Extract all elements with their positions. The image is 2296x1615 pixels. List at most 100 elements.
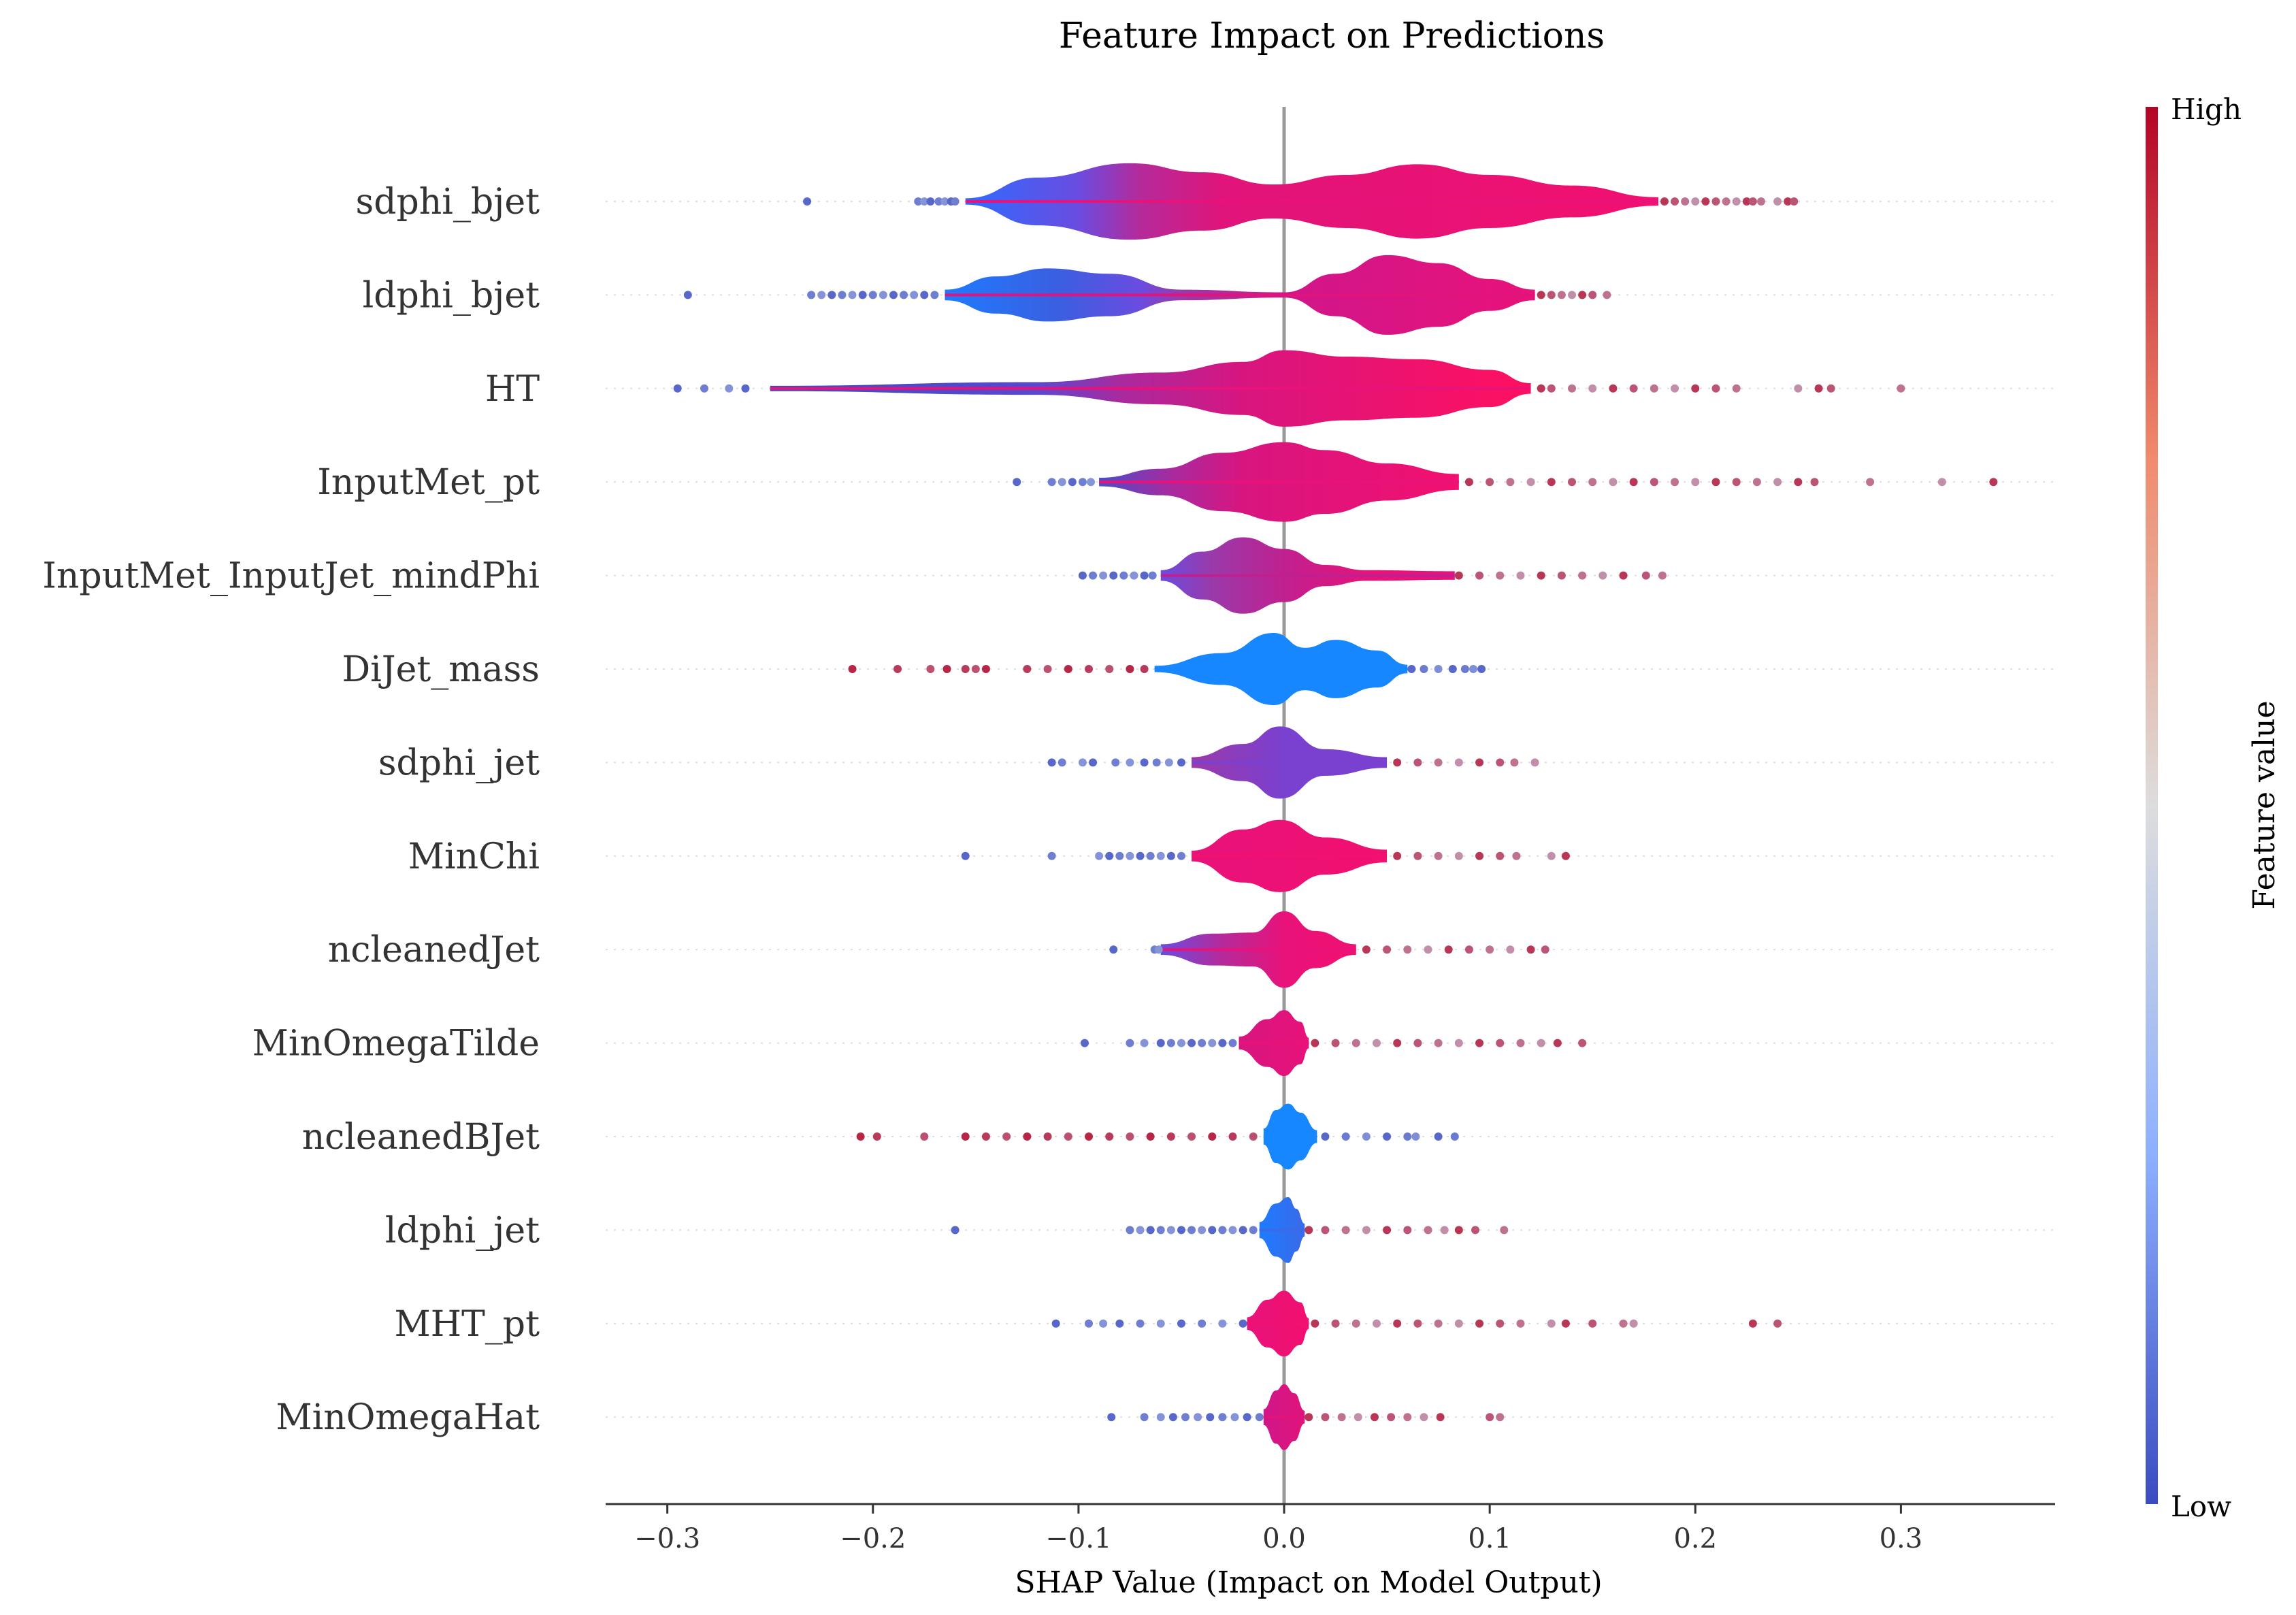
tail-point — [673, 384, 682, 393]
tail-point — [1568, 478, 1576, 487]
tail-point — [1732, 197, 1741, 206]
tail-point — [1370, 1413, 1379, 1422]
tail-point — [1177, 758, 1185, 767]
tail-point — [1181, 1413, 1190, 1422]
tail-point — [926, 197, 935, 206]
tail-point — [1239, 1226, 1247, 1235]
tail-point — [1166, 1132, 1175, 1141]
tail-point — [1475, 758, 1484, 767]
tail-point — [1557, 291, 1566, 299]
tail-point — [1578, 1039, 1587, 1047]
tail-point — [1561, 1319, 1570, 1328]
tail-point — [1166, 1039, 1175, 1047]
tail-point — [900, 291, 908, 299]
tail-point — [1537, 571, 1545, 580]
tail-point — [700, 384, 709, 393]
tail-point — [940, 197, 949, 206]
tail-point — [1732, 478, 1741, 487]
tail-point — [1424, 1226, 1432, 1235]
tail-point — [858, 291, 867, 299]
tail-point — [1146, 851, 1155, 860]
tail-point — [1354, 1413, 1362, 1422]
tail-point — [1198, 1039, 1207, 1047]
tail-point — [1671, 197, 1679, 206]
tail-point — [1748, 1319, 1757, 1328]
tail-point — [1444, 945, 1453, 954]
tail-point — [1732, 384, 1741, 393]
tail-point — [1547, 851, 1556, 860]
tail-point — [1130, 571, 1138, 580]
tail-point — [827, 291, 836, 299]
tail-point — [1629, 478, 1638, 487]
feature-label: sdphi_jet — [378, 743, 540, 783]
tail-point — [1650, 478, 1658, 487]
feature-label: InputMet_InputJet_mindPhi — [42, 556, 540, 597]
tail-point — [1362, 1226, 1371, 1235]
tail-point — [1198, 1319, 1207, 1328]
tail-point — [1510, 758, 1519, 767]
tail-point — [1711, 384, 1720, 393]
feature-label: MinChi — [408, 836, 540, 877]
tail-point — [1393, 1319, 1402, 1328]
tail-point — [1218, 1039, 1227, 1047]
tail-point — [1477, 665, 1486, 673]
tail-point — [1424, 945, 1432, 954]
tail-point — [1140, 1039, 1149, 1047]
tail-point — [1218, 1413, 1227, 1422]
tail-point — [1691, 384, 1700, 393]
tail-point — [1166, 851, 1175, 860]
tail-point — [1541, 945, 1549, 954]
tail-point — [803, 197, 812, 206]
tail-point — [1228, 1039, 1237, 1047]
tail-point — [1109, 571, 1118, 580]
tail-point — [1078, 758, 1087, 767]
tail-point — [1486, 478, 1494, 487]
tail-point — [1641, 571, 1650, 580]
feature-label: HT — [485, 369, 540, 410]
tail-point — [1434, 1132, 1443, 1141]
tail-point — [1085, 665, 1093, 673]
tail-point — [1471, 1226, 1479, 1235]
tail-point — [1440, 1226, 1449, 1235]
tail-point — [1383, 945, 1392, 954]
tail-point — [1341, 1132, 1350, 1141]
tail-point — [1475, 571, 1484, 580]
tail-point — [981, 665, 990, 673]
tail-point — [1105, 665, 1114, 673]
tail-point — [1450, 1132, 1459, 1141]
tail-point — [1814, 384, 1823, 393]
tail-point — [1701, 197, 1710, 206]
tail-point — [1099, 1319, 1108, 1328]
tail-point — [1516, 1039, 1525, 1047]
tail-point — [1177, 1319, 1185, 1328]
feature-label: MHT_pt — [395, 1304, 540, 1345]
tail-point — [1411, 1132, 1420, 1141]
tail-point — [1403, 1413, 1412, 1422]
tail-point — [1154, 945, 1163, 954]
tail-point — [1080, 1039, 1089, 1047]
tail-point — [1671, 384, 1679, 393]
tail-point — [1393, 758, 1402, 767]
tail-point — [1089, 571, 1098, 580]
tail-point — [1023, 1132, 1032, 1141]
tail-point — [1393, 1039, 1402, 1047]
tail-point — [1537, 1039, 1545, 1047]
tail-point — [1146, 1132, 1155, 1141]
x-tick-label: 0.1 — [1468, 1523, 1511, 1554]
tail-point — [1454, 1226, 1463, 1235]
tail-point — [1218, 1319, 1227, 1328]
tail-point — [1126, 758, 1134, 767]
feature-label: ncleanedJet — [328, 930, 540, 970]
feature-label: ldphi_jet — [385, 1210, 540, 1251]
colorbar-title: Feature value — [2247, 700, 2282, 909]
tail-point — [1561, 851, 1570, 860]
tail-point — [1578, 571, 1587, 580]
tail-point — [1051, 1319, 1060, 1328]
tail-point — [961, 851, 970, 860]
tail-point — [1403, 1132, 1412, 1141]
tail-point — [1500, 1226, 1509, 1235]
tail-point — [1413, 1319, 1422, 1328]
tail-point — [1568, 291, 1576, 299]
